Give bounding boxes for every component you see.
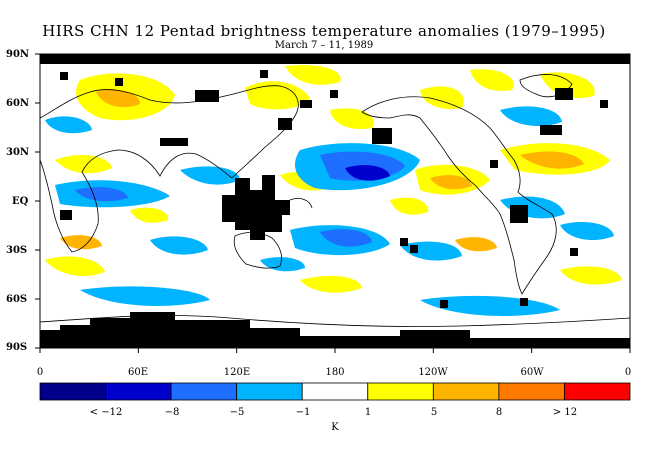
lat-label-eq: EQ xyxy=(12,196,29,207)
colorbar-swatch-4 xyxy=(236,382,303,401)
coastlines xyxy=(40,74,630,327)
lon-label-0-east: 0 xyxy=(624,367,632,378)
colorbar-swatch-8 xyxy=(498,382,565,401)
lon-label-0: 0 xyxy=(36,367,44,378)
anomaly-map xyxy=(40,54,630,348)
warm-anomaly-regions xyxy=(45,64,622,293)
colorbar xyxy=(39,382,631,401)
colorbar-swatch-6 xyxy=(367,382,434,401)
orange-anomaly-regions xyxy=(60,89,584,252)
axis-ticks xyxy=(35,53,631,353)
colorbar-label-8: > 12 xyxy=(552,407,578,418)
lon-label-120e: 120E xyxy=(223,367,251,378)
lon-label-180: 180 xyxy=(325,367,345,378)
colorbar-label-4: −1 xyxy=(295,407,311,418)
map-title: HIRS CHN 12 Pentad brightness temperatur… xyxy=(42,22,606,40)
colorbar-label-3: −5 xyxy=(229,407,245,418)
colorbar-label-2: −8 xyxy=(164,407,180,418)
colorbar-swatch-7 xyxy=(432,382,500,401)
colorbar-swatch-2 xyxy=(105,382,172,401)
lat-label-90s: 90S xyxy=(6,342,28,353)
lat-label-90n: 90N xyxy=(6,49,30,60)
lat-label-30n: 30N xyxy=(6,147,30,158)
lon-label-120w: 120W xyxy=(418,367,448,378)
colorbar-swatch-1 xyxy=(39,382,106,401)
missing-data-south xyxy=(40,312,630,348)
lon-label-60w: 60W xyxy=(520,367,544,378)
colorbar-label-1: < −12 xyxy=(89,407,123,418)
missing-data-north xyxy=(40,54,630,64)
very-strong-cool-anomaly-regions xyxy=(345,165,390,181)
lat-label-30s: 30S xyxy=(6,245,28,256)
lon-label-60e: 60E xyxy=(127,367,149,378)
colorbar-swatch-3 xyxy=(170,382,238,401)
colorbar-swatch-9 xyxy=(564,382,631,401)
colorbar-label-6: 5 xyxy=(430,407,438,418)
colorbar-label-5: 1 xyxy=(364,407,372,418)
lat-label-60s: 60S xyxy=(6,294,28,305)
missing-data-blocks xyxy=(60,70,608,308)
colorbar-unit: K xyxy=(331,422,339,433)
colorbar-label-7: 8 xyxy=(495,407,503,418)
map-subtitle: March 7 – 11, 1989 xyxy=(274,40,374,51)
lat-label-60n: 60N xyxy=(6,98,30,109)
colorbar-swatch-5 xyxy=(301,382,369,401)
